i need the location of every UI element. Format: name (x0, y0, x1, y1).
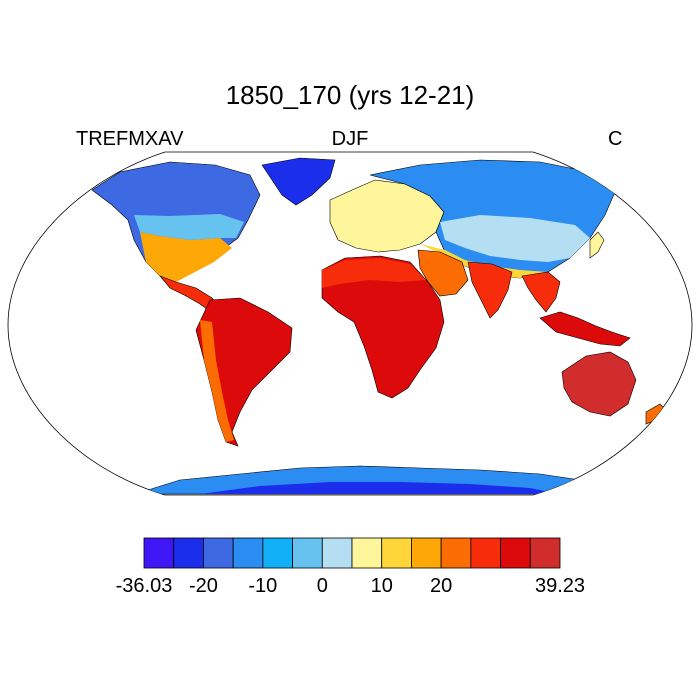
colorbar-tick-label: 39.23 (535, 575, 585, 597)
colorbar-box (440, 537, 472, 569)
colorbar-box (143, 537, 175, 569)
units-label: C (608, 128, 623, 150)
north-america-mid-band (134, 214, 244, 240)
colorbar-box (411, 537, 442, 569)
colorbar-tick-label: -36.03 (116, 575, 173, 597)
indonesia-landmass (539, 311, 631, 347)
asia-mid-band (440, 215, 590, 262)
colorbar-box (470, 537, 501, 569)
colorbar-box (529, 537, 561, 569)
colorbar-box (262, 537, 293, 569)
africa-landmass (321, 255, 445, 399)
colorbar-tick-label: -20 (189, 575, 218, 597)
colorbar-box (321, 537, 353, 569)
land-masses (91, 157, 667, 495)
india-landmass (467, 261, 513, 319)
north-america-south-band (140, 232, 232, 282)
sahara-band (322, 258, 426, 288)
australia-landmass (561, 351, 637, 417)
season-label: DJF (331, 128, 369, 150)
colorbar-box (381, 537, 412, 569)
colorbar-box (351, 537, 383, 569)
greenland-landmass (261, 157, 336, 206)
colorbar-box (232, 537, 264, 569)
variable-label: TREFMXAV (76, 128, 184, 150)
southeast-asia-landmass (521, 271, 561, 313)
colorbar-tick-label: 0 (317, 575, 328, 597)
japan-landmass (589, 231, 605, 259)
europe-landmass (329, 179, 445, 253)
antarctica-interior (200, 482, 560, 494)
colorbar-box (173, 537, 204, 569)
colorbar: -36.03 -20 -10 0 10 20 39.23 (116, 537, 585, 597)
colorbar-box (292, 537, 323, 569)
middle-east-landmass (417, 249, 469, 297)
colorbar-tick-label: 20 (430, 575, 452, 597)
plot-title: 1850_170 (yrs 12-21) (225, 80, 475, 110)
colorbar-box (203, 537, 234, 569)
colorbar-tick-label: 10 (371, 575, 393, 597)
andes-band (200, 320, 234, 442)
asia-south-band (420, 244, 548, 278)
colorbar-box (500, 537, 531, 569)
colorbar-tick-label: -10 (248, 575, 277, 597)
